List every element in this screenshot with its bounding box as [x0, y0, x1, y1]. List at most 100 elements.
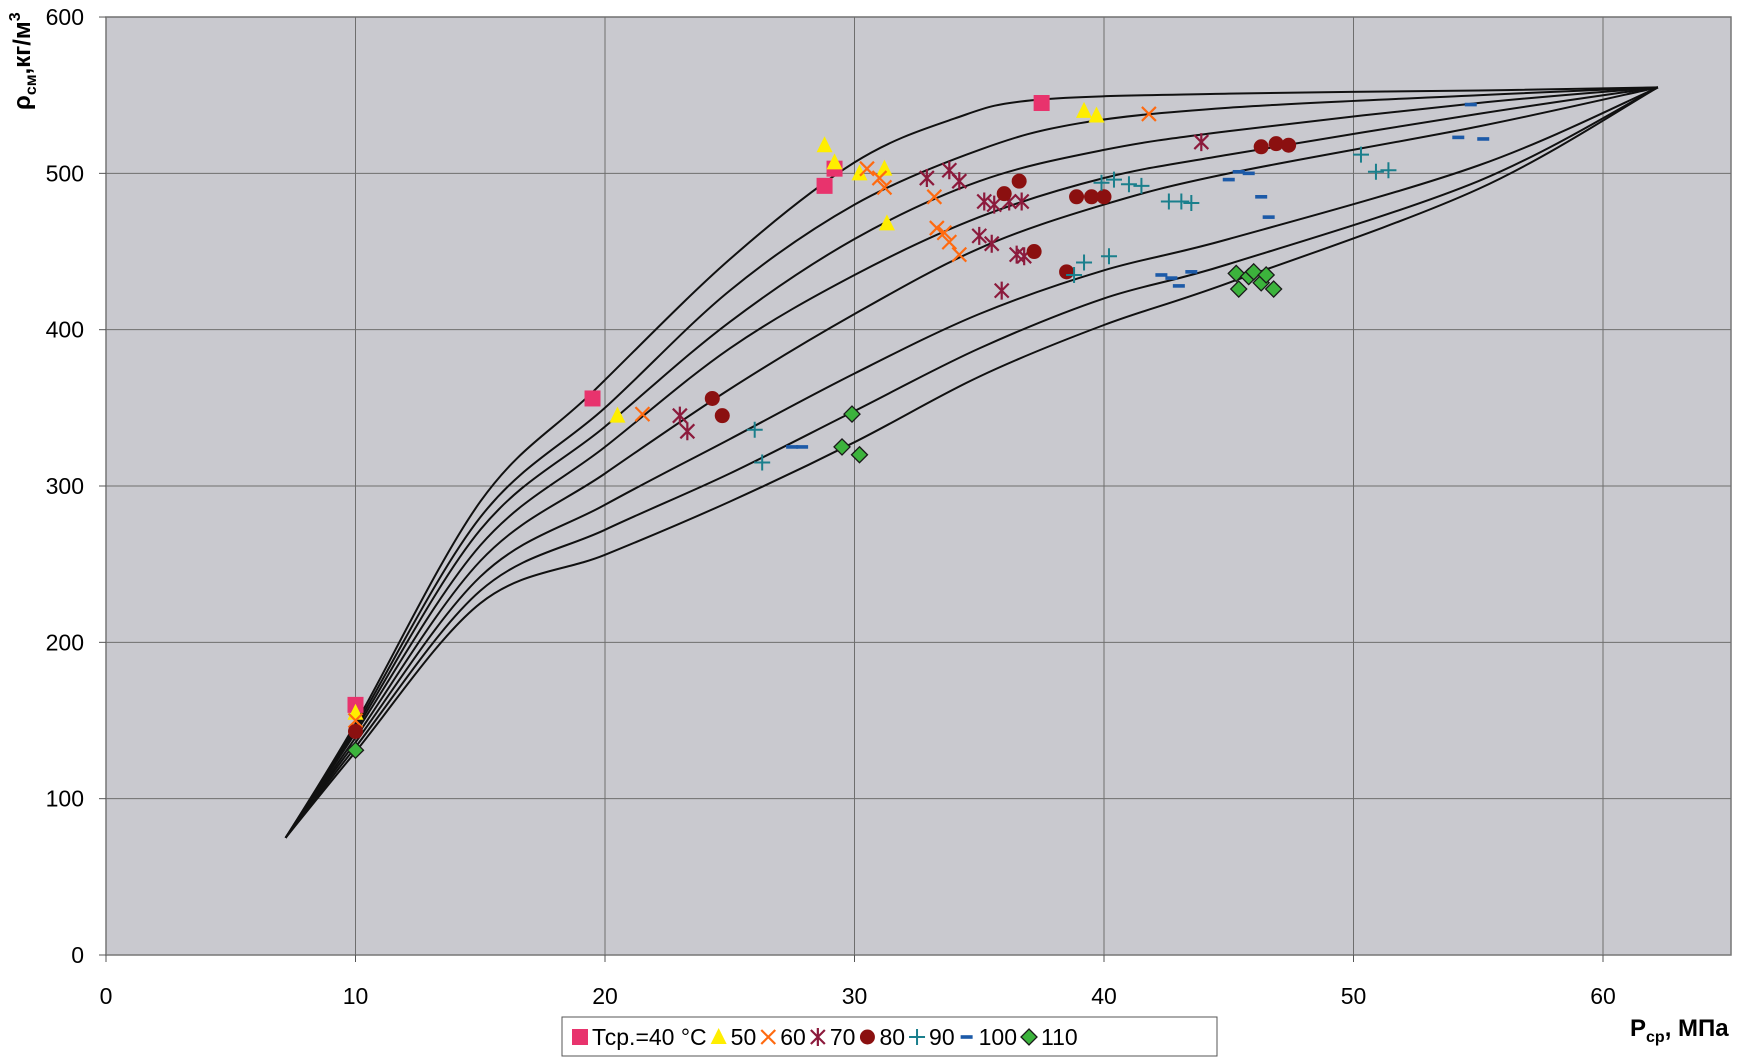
data-point-series-7 [1464, 102, 1477, 107]
data-point-series-2 [876, 159, 893, 176]
data-point-series-3 [876, 179, 893, 196]
data-point-series-4 [679, 422, 696, 441]
x-axis-title: Pср, МПа [1630, 1015, 1729, 1046]
legend-marker [960, 1035, 973, 1039]
data-point-series-2 [878, 214, 895, 231]
data-point-series-6 [1120, 176, 1137, 193]
data-point-series-8 [1264, 280, 1283, 298]
legend-item-3: 60 [760, 1024, 806, 1050]
model-curve-5 [284, 86, 1659, 839]
data-point-series-6 [1076, 254, 1093, 271]
y-tick-label: 100 [46, 786, 84, 812]
data-point-series-7 [1232, 169, 1245, 174]
legend-label: Тср.=40 °С [592, 1024, 707, 1050]
data-point-series-2 [1076, 101, 1093, 118]
data-point-series-6 [1093, 174, 1110, 191]
legend-marker [909, 1029, 926, 1045]
data-point-series-7 [796, 445, 809, 449]
curves [284, 86, 1659, 839]
x-axis-title-rest: , МПа [1665, 1015, 1730, 1042]
data-point-series-5 [1084, 189, 1100, 205]
y-tick-label: 400 [46, 317, 84, 343]
legend-marker [1020, 1028, 1038, 1046]
legend-label: 90 [929, 1024, 955, 1050]
data-point-series-8 [850, 445, 869, 464]
data-point-series-3 [951, 246, 968, 263]
legend-item-1: Тср.=40 °С [572, 1024, 707, 1050]
data-point-series-7 [1255, 194, 1268, 199]
legend-marker [760, 1029, 777, 1045]
data-point-series-8 [1227, 264, 1246, 283]
data-point-series-6 [1133, 177, 1150, 194]
legend: Тср.=40 °С 50 60 70 80 90 100 110 [561, 1016, 1218, 1057]
data-point-series-3 [936, 224, 953, 241]
x-tick-label: 30 [842, 983, 868, 1009]
legend-item-2: 50 [710, 1024, 756, 1050]
markers [346, 95, 1490, 760]
x-tick-label: 10 [343, 983, 369, 1009]
data-point-series-1 [816, 177, 833, 194]
model-curve-6 [284, 86, 1659, 839]
y-axis-title: ρсм,кг/м3 [7, 12, 40, 110]
data-point-series-4 [919, 169, 935, 188]
x-tick-label: 20 [592, 983, 618, 1009]
data-point-series-4 [993, 281, 1010, 300]
legend-marker [710, 1028, 727, 1044]
data-point-series-7 [1262, 215, 1275, 219]
data-point-series-8 [833, 438, 851, 456]
y-tick-label: 200 [46, 629, 84, 655]
data-point-series-1 [584, 390, 601, 407]
legend-label: 70 [830, 1024, 856, 1050]
y-tick-label: 300 [46, 473, 84, 499]
x-tick-label: 50 [1341, 983, 1367, 1009]
data-point-series-5 [704, 390, 720, 406]
data-point-series-6 [1066, 266, 1083, 283]
data-point-series-5 [1253, 139, 1269, 155]
legend-label: 80 [879, 1024, 905, 1050]
y-axis-title-rest: ,кг/м [9, 21, 36, 74]
data-point-series-6 [1183, 195, 1200, 212]
legend-item-7: 100 [960, 1024, 1017, 1050]
data-point-series-8 [346, 741, 365, 760]
data-point-series-2 [1088, 106, 1105, 123]
legend-marker [572, 1029, 588, 1045]
model-curve-2 [284, 86, 1658, 839]
data-point-series-8 [1229, 280, 1248, 298]
data-point-series-8 [843, 405, 861, 424]
data-point-series-3 [929, 220, 945, 236]
data-point-series-5 [348, 723, 363, 739]
data-point-series-3 [347, 712, 364, 729]
data-point-series-4 [983, 234, 1000, 253]
data-point-series-5 [1011, 173, 1027, 189]
data-point-series-7 [1477, 137, 1490, 141]
legend-label: 60 [780, 1024, 806, 1050]
data-point-series-4 [971, 226, 988, 245]
data-point-series-7 [786, 445, 799, 449]
data-point-series-5 [714, 408, 730, 424]
data-point-series-2 [609, 406, 626, 423]
model-curve-1 [284, 86, 1658, 839]
x-tick-label: 0 [100, 983, 113, 1009]
data-point-series-4 [986, 195, 1002, 214]
legend-item-8: 110 [1020, 1024, 1078, 1050]
data-point-series-4 [1193, 133, 1210, 152]
data-point-series-3 [926, 189, 943, 205]
data-point-series-5 [1026, 244, 1042, 260]
data-point-series-5 [1268, 136, 1284, 152]
data-point-series-7 [1452, 135, 1465, 140]
data-point-series-3 [859, 160, 875, 177]
data-point-series-2 [851, 164, 868, 181]
legend-box [561, 1016, 1218, 1057]
data-point-series-1 [1033, 95, 1050, 112]
data-point-series-6 [1352, 146, 1369, 163]
y-tick-label: 600 [46, 4, 84, 30]
y-tick-label: 0 [71, 942, 84, 968]
model-curve-3 [284, 86, 1658, 839]
data-point-series-5 [1059, 264, 1075, 280]
x-tick-label: 60 [1590, 983, 1616, 1009]
data-point-series-5 [1281, 137, 1297, 153]
model-curve-8 [284, 86, 1659, 839]
data-point-series-8 [1257, 266, 1276, 284]
data-point-series-4 [1013, 192, 1030, 211]
